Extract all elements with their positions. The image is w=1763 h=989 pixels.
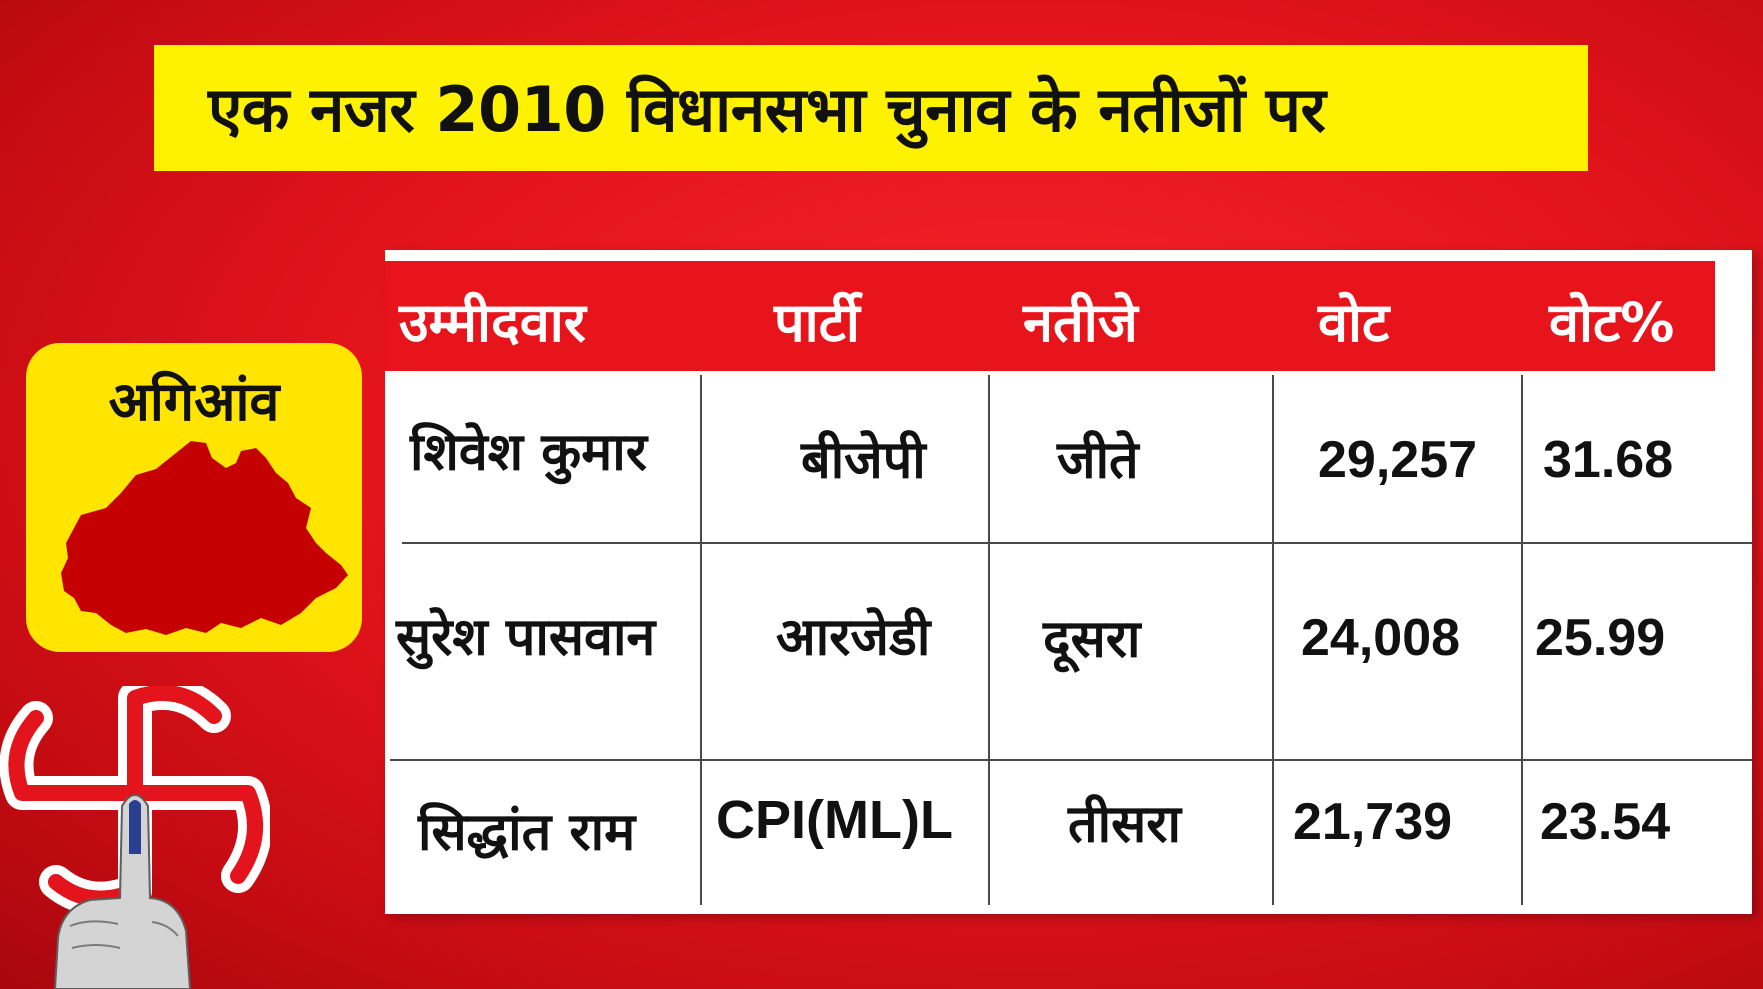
candidate-name: सुरेश पासवान — [396, 607, 656, 668]
vote-count: 24,008 — [1301, 609, 1461, 667]
constituency-card: अगिआंव — [26, 343, 362, 652]
result-status: दूसरा — [1043, 609, 1141, 670]
row-divider — [390, 759, 1752, 761]
vote-count: 29,257 — [1318, 431, 1478, 489]
constituency-map-icon — [61, 441, 348, 635]
column-divider — [988, 375, 990, 905]
header-result: नतीजे — [1023, 291, 1138, 354]
row-divider — [402, 542, 1752, 544]
vote-count: 21,739 — [1293, 793, 1453, 851]
column-divider — [1272, 375, 1274, 905]
candidate-name: सिद्धांत राम — [418, 802, 636, 863]
column-divider — [1521, 375, 1523, 905]
vote-percent: 23.54 — [1540, 793, 1671, 851]
party-name: CPI(ML)L — [716, 790, 953, 850]
candidate-name: शिवेश कुमार — [410, 422, 647, 483]
header-party: पार्टी — [774, 291, 860, 354]
constituency-map-shape — [61, 441, 348, 635]
constituency-name: अगिआंव — [108, 370, 280, 433]
header-candidate: उम्मीदवार — [399, 291, 586, 354]
title-banner: एक नजर 2010 विधानसभा चुनाव के नतीजों पर — [154, 45, 1588, 171]
result-status: जीते — [1057, 430, 1139, 491]
header-votes: वोट — [1318, 291, 1390, 354]
vote-percent: 25.99 — [1535, 609, 1666, 667]
party-name: आरजेडी — [776, 607, 931, 668]
header-vote-percent: वोट% — [1549, 291, 1675, 354]
inked-finger-hand-icon — [53, 794, 192, 989]
result-status: तीसरा — [1068, 794, 1181, 855]
party-name: बीजेपी — [801, 430, 926, 491]
vote-percent: 31.68 — [1543, 431, 1674, 489]
knuckle-lines — [69, 920, 179, 949]
column-divider — [700, 375, 702, 905]
page-title: एक नजर 2010 विधानसभा चुनाव के नतीजों पर — [208, 73, 1326, 146]
election-symbol-icon — [0, 686, 270, 989]
table-header-row — [385, 261, 1715, 371]
ink-mark-icon — [129, 800, 141, 854]
